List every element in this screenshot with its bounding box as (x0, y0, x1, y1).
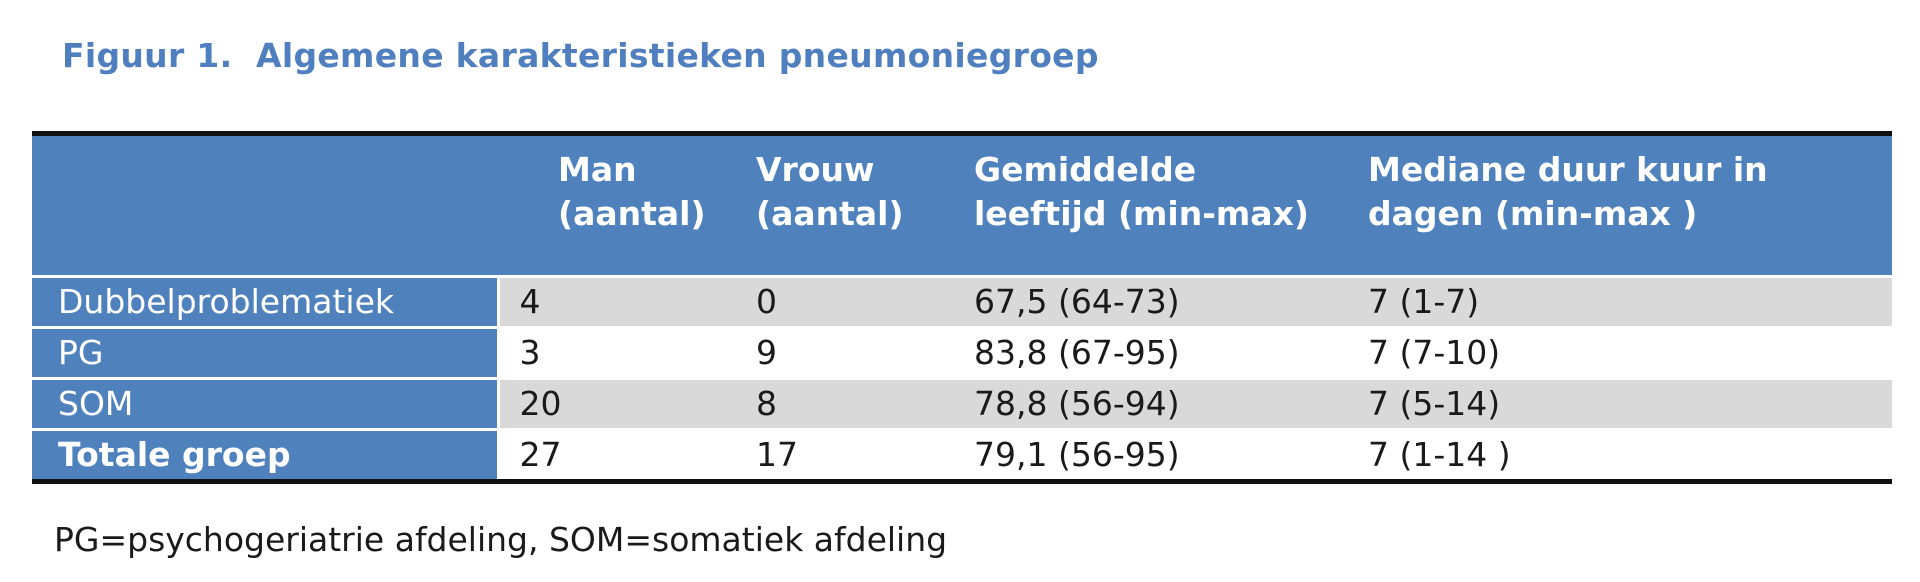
row-label: SOM (32, 378, 498, 429)
row-label: PG (32, 327, 498, 378)
table-top-rule (32, 131, 1892, 136)
table-row: PG 3 9 83,8 (67-95) 7 (7-10) (32, 327, 1892, 378)
characteristics-table: Man (aantal) Vrouw (aantal) Gemiddelde l… (32, 136, 1892, 479)
cell-man: 4 (496, 276, 716, 327)
cell-leeftijd: 67,5 (64-73) (934, 276, 1348, 327)
cell-vrouw: 0 (716, 276, 934, 327)
cell-duur: 7 (5-14) (1348, 378, 1892, 429)
row-label-total: Totale groep (32, 429, 498, 479)
cell-vrouw: 17 (716, 429, 934, 479)
row-label: Dubbelproblematiek (32, 276, 498, 327)
cell-leeftijd: 83,8 (67-95) (934, 327, 1348, 378)
characteristics-table-container: Man (aantal) Vrouw (aantal) Gemiddelde l… (32, 131, 1892, 484)
table-footnote: PG=psychogeriatrie afdeling, SOM=somatie… (54, 520, 948, 559)
header-empty (32, 136, 498, 276)
table-row: SOM 20 8 78,8 (56-94) 7 (5-14) (32, 378, 1892, 429)
cell-man: 3 (496, 327, 716, 378)
table-row-total: Totale groep 27 17 79,1 (56-95) 7 (1-14 … (32, 429, 1892, 479)
cell-duur: 7 (1-14 ) (1348, 429, 1892, 479)
cell-leeftijd: 78,8 (56-94) (934, 378, 1348, 429)
cell-vrouw: 9 (716, 327, 934, 378)
cell-man: 27 (496, 429, 716, 479)
header-duur: Mediane duur kuur in dagen (min-max ) (1348, 136, 1892, 276)
cell-man: 20 (496, 378, 716, 429)
cell-leeftijd: 79,1 (56-95) (934, 429, 1348, 479)
table-header-row: Man (aantal) Vrouw (aantal) Gemiddelde l… (32, 136, 1892, 276)
header-vrouw: Vrouw (aantal) (716, 136, 934, 276)
header-man: Man (aantal) (498, 136, 716, 276)
header-leeftijd: Gemiddelde leeftijd (min-max) (934, 136, 1348, 276)
cell-vrouw: 8 (716, 378, 934, 429)
cell-duur: 7 (7-10) (1348, 327, 1892, 378)
figure-title: Figuur 1. Algemene karakteristieken pneu… (62, 36, 1099, 75)
table-bottom-rule (32, 478, 1892, 484)
table-row: Dubbelproblematiek 4 0 67,5 (64-73) 7 (1… (32, 276, 1892, 327)
cell-duur: 7 (1-7) (1348, 276, 1892, 327)
